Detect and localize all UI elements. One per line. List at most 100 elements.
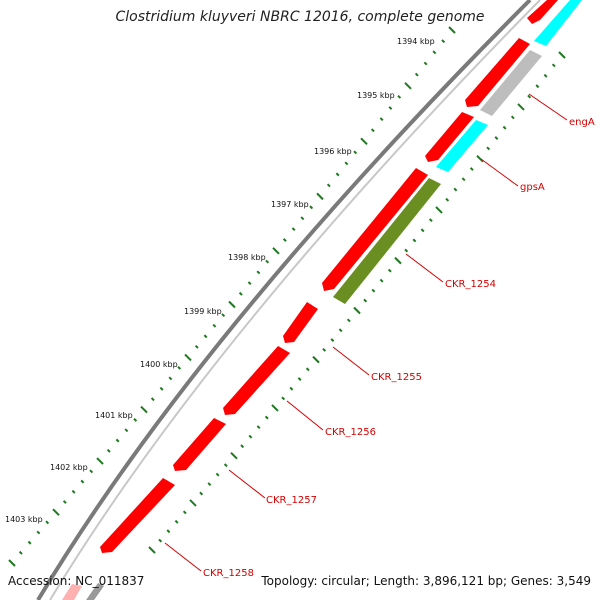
minor-tick xyxy=(551,63,556,68)
minor-tick xyxy=(256,425,261,430)
gene-leader-line xyxy=(286,400,324,431)
minor-tick xyxy=(247,281,252,286)
major-tick xyxy=(52,508,60,516)
gene-label[interactable]: CKR_1257 xyxy=(266,495,317,506)
minor-tick xyxy=(27,540,32,545)
map-title: Clostridium kluyveri NBRC 12016, complet… xyxy=(115,9,485,25)
gene-label[interactable]: gpsA xyxy=(520,182,545,193)
cds-feature[interactable] xyxy=(100,478,175,553)
cds-feature[interactable] xyxy=(465,38,530,107)
major-tick xyxy=(312,355,320,364)
trna-feature[interactable] xyxy=(534,0,582,46)
minor-tick xyxy=(80,479,85,484)
minor-tick xyxy=(18,550,23,555)
major-tick xyxy=(394,256,402,265)
gene-label[interactable]: CKR_1256 xyxy=(325,427,376,438)
major-tick xyxy=(360,137,368,146)
minor-tick xyxy=(543,73,548,78)
kbp-tick-label: 1402 kbp xyxy=(50,463,88,472)
minor-tick xyxy=(240,444,245,449)
trna-feature[interactable] xyxy=(436,120,488,172)
kbp-tick-label: 1396 kbp xyxy=(314,147,352,156)
minor-tick xyxy=(414,72,419,77)
minor-tick xyxy=(89,469,94,474)
cds-feature[interactable] xyxy=(425,112,474,162)
gene-leader-line xyxy=(480,158,519,187)
minor-tick xyxy=(486,146,491,151)
gene-label[interactable]: engA xyxy=(569,117,595,128)
minor-tick xyxy=(379,278,384,283)
major-tick xyxy=(558,51,566,59)
minor-tick xyxy=(45,520,50,525)
minor-tick xyxy=(330,338,335,342)
cds-feature[interactable] xyxy=(322,168,428,291)
minor-tick xyxy=(535,84,540,89)
tick-marks xyxy=(8,26,566,567)
minor-tick xyxy=(387,268,392,273)
minor-tick xyxy=(221,313,226,318)
accession-text: Accession: NC_011837 xyxy=(8,574,145,588)
minor-tick xyxy=(223,463,228,468)
kbp-labels: 1394 kbp 1395 kbp 1396 kbp 1397 kbp 1398 kbp… xyxy=(5,37,435,524)
minor-tick xyxy=(379,117,384,122)
kbp-tick-label: 1403 kbp xyxy=(5,515,43,524)
major-tick xyxy=(228,300,236,309)
major-tick xyxy=(316,192,324,201)
minor-tick xyxy=(388,106,393,110)
gene-label[interactable]: CKR_1254 xyxy=(445,279,496,290)
major-tick xyxy=(148,546,156,554)
cds-feature[interactable] xyxy=(527,0,558,24)
minor-tick xyxy=(428,218,433,223)
gene-label[interactable]: CKR_1258 xyxy=(203,568,254,579)
minor-tick xyxy=(338,328,343,333)
minor-tick xyxy=(432,50,437,55)
major-tick xyxy=(189,499,197,507)
minor-tick xyxy=(363,298,368,303)
minor-tick xyxy=(445,197,450,202)
misc-feature[interactable] xyxy=(333,178,441,304)
cds-feature[interactable] xyxy=(173,418,226,471)
gene-label[interactable]: CKR_1255 xyxy=(371,372,422,383)
forward-features xyxy=(62,0,558,600)
cds-feature[interactable] xyxy=(223,346,290,415)
reverse-features xyxy=(86,0,582,600)
cds-feature[interactable] xyxy=(62,584,82,600)
minor-tick xyxy=(177,365,182,370)
cds-feature[interactable] xyxy=(283,302,318,343)
minor-tick xyxy=(264,415,269,420)
minor-tick xyxy=(62,500,67,504)
kbp-tick-label: 1401 kbp xyxy=(95,411,133,420)
kbp-tick-label: 1400 kbp xyxy=(140,360,178,369)
major-tick xyxy=(96,457,104,465)
major-tick xyxy=(271,404,279,412)
gene-leader-line xyxy=(528,93,568,121)
minor-tick xyxy=(371,288,376,293)
major-tick xyxy=(140,405,148,414)
minor-tick xyxy=(453,187,458,192)
minor-tick xyxy=(194,344,199,349)
minor-tick xyxy=(289,386,294,391)
gene-labels: engA gpsA CKR_1254 CKR_1255 CKR_1256 CKR_1257… xyxy=(164,93,595,579)
minor-tick xyxy=(420,228,425,233)
minor-tick xyxy=(397,94,402,99)
minor-tick xyxy=(174,519,179,524)
minor-tick xyxy=(215,472,220,477)
rrna-feature[interactable] xyxy=(86,583,104,600)
minor-tick xyxy=(71,489,76,494)
minor-tick xyxy=(346,318,351,323)
minor-tick xyxy=(133,418,138,422)
minor-tick xyxy=(404,248,409,253)
minor-tick xyxy=(510,115,515,120)
minor-tick xyxy=(106,448,111,453)
major-tick xyxy=(435,206,443,214)
major-tick xyxy=(184,353,192,362)
major-tick xyxy=(230,451,238,460)
minor-tick xyxy=(115,438,120,443)
minor-tick xyxy=(494,136,499,140)
minor-tick xyxy=(297,377,302,381)
kbp-tick-label: 1398 kbp xyxy=(228,253,266,262)
genome-summary-text: Topology: circular; Length: 3,896,121 bp… xyxy=(261,574,591,588)
rrna-feature[interactable] xyxy=(480,50,542,116)
major-tick xyxy=(8,559,16,567)
